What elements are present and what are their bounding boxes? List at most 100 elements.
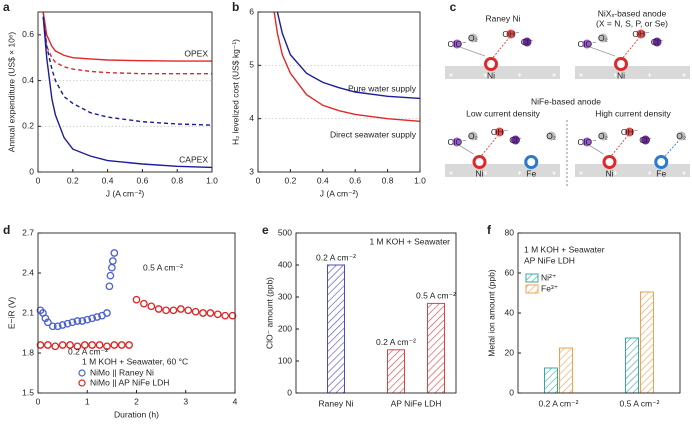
scatter-point — [110, 249, 119, 257]
surface — [445, 164, 560, 177]
series-label: OPEX — [184, 48, 208, 58]
scatter-point — [58, 341, 67, 349]
annotation: AP NiFe LDH — [524, 255, 575, 265]
series-label: Pure water supply — [348, 84, 417, 94]
plus — [613, 73, 618, 77]
legend-marker — [78, 369, 86, 377]
scatter-point — [125, 341, 133, 349]
plus — [483, 73, 488, 77]
arrow — [620, 37, 640, 61]
line-series — [42, 11, 212, 62]
arrow — [664, 139, 680, 157]
scatter-point — [93, 313, 101, 321]
schematic-text: Fe — [526, 168, 536, 178]
bar-label: 0.2 A cm⁻² — [316, 252, 356, 262]
bar — [427, 302, 445, 394]
x-tick-label: 2 — [134, 396, 139, 406]
x-tick-label: 3 — [183, 396, 188, 406]
y-tick-label: 1.8 — [22, 347, 34, 357]
arrow — [456, 143, 474, 155]
schematic-text: Ni — [475, 168, 483, 178]
schematic-text: ClO⁻ — [447, 39, 466, 49]
schematic-text: Low current density — [466, 108, 540, 118]
schematic-text: ClO⁻ — [577, 39, 596, 49]
schematic-text: OH⁻ — [491, 127, 508, 137]
scatter-point — [147, 302, 156, 311]
ion — [468, 33, 478, 43]
y-tick-label: 2.1 — [22, 307, 34, 317]
series-label: CAPEX — [179, 155, 208, 165]
plus — [682, 171, 686, 175]
plus — [579, 171, 583, 175]
schematic-text: Ni — [605, 168, 613, 178]
y-tick-label: 0.4 — [22, 75, 34, 85]
site — [524, 155, 539, 169]
bar — [640, 291, 654, 394]
plus — [552, 171, 556, 175]
x-tick-label: 0.2 — [284, 175, 296, 185]
ion — [495, 127, 504, 137]
x-tick-label: 4 — [233, 396, 238, 406]
ion — [598, 33, 608, 43]
y-tick-label: 2.4 — [22, 267, 34, 277]
y-tick-label: 20 — [505, 347, 515, 357]
site — [484, 57, 498, 71]
y-tick-label: 1.5 — [22, 387, 34, 397]
scatter-point — [58, 321, 67, 329]
schematic-text: ClO⁻ — [577, 137, 596, 147]
x-tick-label: 0 — [256, 175, 261, 185]
x-tick-label: 0.4 — [317, 175, 329, 185]
legend-swatch — [525, 284, 539, 294]
x-axis-label: J (A cm⁻²) — [320, 188, 359, 198]
scatter-point — [191, 307, 200, 316]
plus — [449, 73, 453, 77]
ion — [652, 37, 662, 47]
scatter-point — [36, 341, 45, 349]
scatter-point — [105, 282, 114, 291]
plus — [449, 171, 453, 175]
scatter-point — [199, 309, 207, 317]
x-tick-label: AP NiFe LDH — [391, 398, 442, 408]
x-axis-label: J (A cm⁻²) — [106, 188, 145, 198]
legend-label: NiMo || Raney Ni — [90, 367, 154, 377]
plus — [613, 171, 618, 175]
ion — [582, 39, 592, 49]
scatter-point — [228, 311, 237, 320]
scatter-point — [88, 314, 97, 323]
ion — [546, 131, 556, 141]
scatter-point — [43, 341, 52, 349]
line-series — [273, 11, 421, 122]
scatter-point — [63, 319, 72, 328]
panel-letter: d — [3, 223, 10, 237]
line-series — [42, 16, 213, 169]
plot-frame — [257, 11, 421, 173]
scatter-point — [78, 317, 87, 325]
schematic-text: O₂ — [598, 33, 608, 43]
plot-frame — [517, 232, 681, 394]
y-tick-label: 5 — [249, 60, 254, 70]
ion — [452, 137, 462, 147]
panel-letter: b — [232, 0, 239, 14]
legend-label: Fe³⁺ — [541, 283, 558, 293]
x-tick-label: 0 — [36, 396, 41, 406]
plot-frame — [295, 232, 457, 394]
schematic-text: c — [450, 0, 457, 14]
y-tick-label: 0 — [287, 387, 292, 397]
y-tick-label: 40 — [505, 307, 515, 317]
site — [614, 57, 628, 71]
y-tick-label: 100 — [278, 355, 292, 365]
ion — [506, 29, 516, 39]
y-tick-label: 500 — [278, 227, 292, 237]
scatter-point — [184, 306, 193, 315]
plus — [682, 73, 686, 77]
ion — [625, 127, 634, 137]
plus — [483, 171, 488, 175]
x-tick-label: 0.4 — [102, 175, 114, 185]
scatter-point — [110, 341, 119, 349]
plot-frame — [37, 11, 213, 173]
scatter-point — [140, 299, 148, 308]
y-axis-label: E−iR (V) — [6, 297, 16, 330]
schematic-text: O₂ — [468, 33, 478, 43]
schematic-text: OH⁻ — [502, 29, 519, 39]
